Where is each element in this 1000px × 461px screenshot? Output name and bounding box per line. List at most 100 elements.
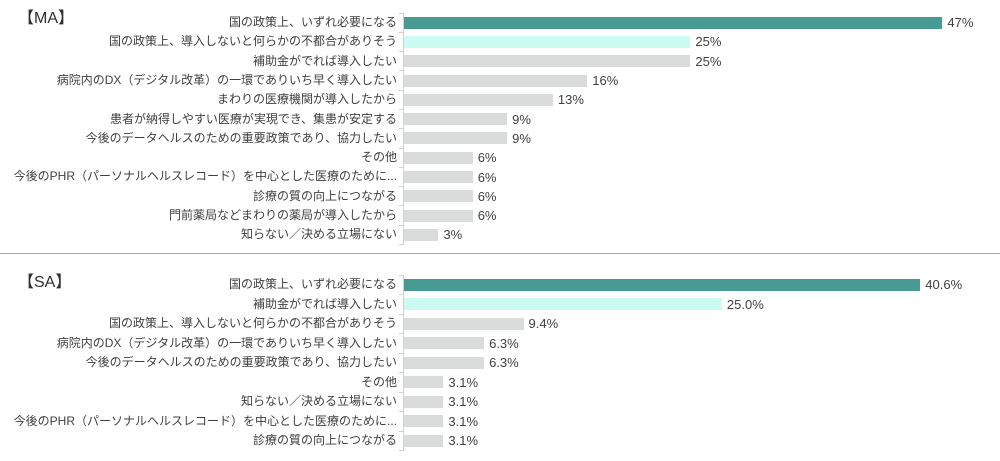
bar-row: 知らない／決める立場にない 3.1% <box>0 391 1000 412</box>
axis-tick <box>399 313 403 315</box>
bar-row: 門前薬局などまわりの薬局が導入したから 6% <box>0 205 1000 226</box>
bar <box>404 35 691 48</box>
value-label: 6.3% <box>489 355 519 371</box>
value-label: 13% <box>557 92 584 108</box>
axis-tick <box>399 372 403 373</box>
bar-row: 国の政策上、導入しないと何らかの不都合がありそう 9.4% <box>0 313 1000 334</box>
plot-area: 9.4% <box>399 313 1000 334</box>
plot-area: 6% <box>399 205 1000 226</box>
bar <box>404 55 691 68</box>
axis-tick <box>399 352 403 354</box>
bar <box>404 356 485 369</box>
axis-tick <box>399 224 403 226</box>
value-label: 9% <box>512 111 531 127</box>
axis-tick <box>399 333 403 334</box>
value-label: 9.4% <box>528 316 559 332</box>
axis-tick <box>399 294 403 295</box>
section-divider <box>0 253 1000 254</box>
value-label: 25% <box>695 34 722 50</box>
plot-area: 25.0% <box>399 294 1000 314</box>
bar <box>404 209 473 222</box>
value-label: 3.1% <box>448 394 479 410</box>
bar <box>404 278 921 291</box>
category-label: 知らない／決める立場にない <box>240 228 397 242</box>
category-label: 診療の質の向上につながる <box>252 434 397 448</box>
plot-area: 13% <box>399 89 1000 110</box>
bar-row: 診療の質の向上につながる 6% <box>0 186 1000 206</box>
value-label: 3.1% <box>448 433 479 449</box>
plot-area: 9% <box>399 108 1000 129</box>
category-label: 病院内のDX（デジタル改革）の一環でありいち早く導入したい <box>56 336 397 350</box>
axis-tick <box>399 274 403 276</box>
axis-tick <box>399 31 403 33</box>
bar <box>404 93 553 106</box>
bar-row: まわりの医療機関が導入したから 13% <box>0 89 1000 110</box>
bar <box>404 228 439 241</box>
bar-row: 国の政策上、導入しないと何らかの不都合がありそう 25% <box>0 31 1000 52</box>
plot-area: 16% <box>399 70 1000 91</box>
plot-area: 25% <box>399 31 1000 52</box>
value-label: 6% <box>477 150 497 166</box>
bar <box>404 74 588 87</box>
plot-area: 3.1% <box>399 372 1000 392</box>
category-label: 国の政策上、導入しないと何らかの不都合がありそう <box>108 317 397 331</box>
plot-area: 25% <box>399 51 1000 71</box>
axis-tick <box>399 12 403 14</box>
axis-tick <box>399 128 403 130</box>
bar <box>404 298 722 311</box>
category-label: 国の政策上、導入しないと何らかの不都合がありそう <box>108 35 397 49</box>
plot-area: 40.6% <box>399 274 1000 295</box>
value-label: 3% <box>443 227 463 243</box>
bar-row: 患者が納得しやすい医療が実現でき、集患が安定する 9% <box>0 108 1000 129</box>
plot-area: 6% <box>399 186 1000 206</box>
bar-row: 知らない／決める立場にない 3% <box>0 224 1000 246</box>
category-label: 患者が納得しやすい医療が実現でき、集患が安定する <box>109 112 397 126</box>
bar-row: 補助金がでれば導入したい 25.0% <box>0 294 1000 314</box>
value-label: 6.3% <box>489 335 519 351</box>
axis-tick <box>399 166 403 168</box>
category-label: 今後のPHR（パーソナルヘルスレコード）を中心とした医療のために... <box>13 170 397 184</box>
value-label: 3.1% <box>448 374 479 390</box>
bar <box>404 16 943 29</box>
axis-tick <box>399 89 403 91</box>
bar <box>404 337 485 350</box>
bar <box>404 132 508 145</box>
value-label: 6% <box>477 208 497 224</box>
category-label: 病院内のDX（デジタル改革）の一環でありいち早く導入したい <box>56 73 397 87</box>
bar <box>404 395 444 408</box>
ma-chart: 国の政策上、いずれ必要になる 47% 国の政策上、導入しないと何らかの不都合がありそ… <box>0 12 1000 246</box>
category-label: 知らない／決める立場にない <box>240 395 397 409</box>
category-label: 補助金がでれば導入したい <box>252 54 397 68</box>
category-label: 診療の質の向上につながる <box>252 189 397 203</box>
category-label: 国の政策上、いずれ必要になる <box>228 278 397 292</box>
plot-area: 6.3% <box>399 333 1000 353</box>
category-label: まわりの医療機関が導入したから <box>216 93 397 107</box>
axis-tick <box>399 51 403 53</box>
value-label: 40.6% <box>925 277 963 293</box>
plot-area: 3% <box>399 224 1000 246</box>
plot-area: 3.1% <box>399 430 1000 451</box>
plot-area: 6% <box>399 147 1000 168</box>
axis-tick <box>399 108 403 110</box>
plot-area: 6% <box>399 166 1000 187</box>
bar <box>404 171 473 184</box>
axis-tick <box>399 205 403 207</box>
value-label: 6% <box>477 169 497 185</box>
category-label: その他 <box>360 151 397 165</box>
value-label: 25% <box>695 53 722 69</box>
value-label: 16% <box>592 73 619 89</box>
sa-chart: 国の政策上、いずれ必要になる 40.6% 補助金がでれば導入したい 25.0% 国の政策… <box>0 274 1000 451</box>
category-label: 補助金がでれば導入したい <box>252 297 397 311</box>
bar-row: 病院内のDX（デジタル改革）の一環でありいち早く導入したい 6.3% <box>0 333 1000 353</box>
category-label: 門前薬局などまわりの薬局が導入したから <box>168 209 397 223</box>
bar-row: 国の政策上、いずれ必要になる 47% <box>0 12 1000 33</box>
axis-tick <box>399 391 403 393</box>
ma-chart-title: 【MA】 <box>18 10 75 27</box>
axis-tick <box>399 147 403 149</box>
category-label: 今後のデータヘルスのための重要政策であり、協力したい <box>85 356 397 370</box>
axis-tick <box>399 430 403 432</box>
bar <box>404 376 444 389</box>
bar-row: その他 6% <box>0 147 1000 168</box>
category-label: 今後のPHR（パーソナルヘルスレコード）を中心とした医療のために... <box>13 414 397 428</box>
